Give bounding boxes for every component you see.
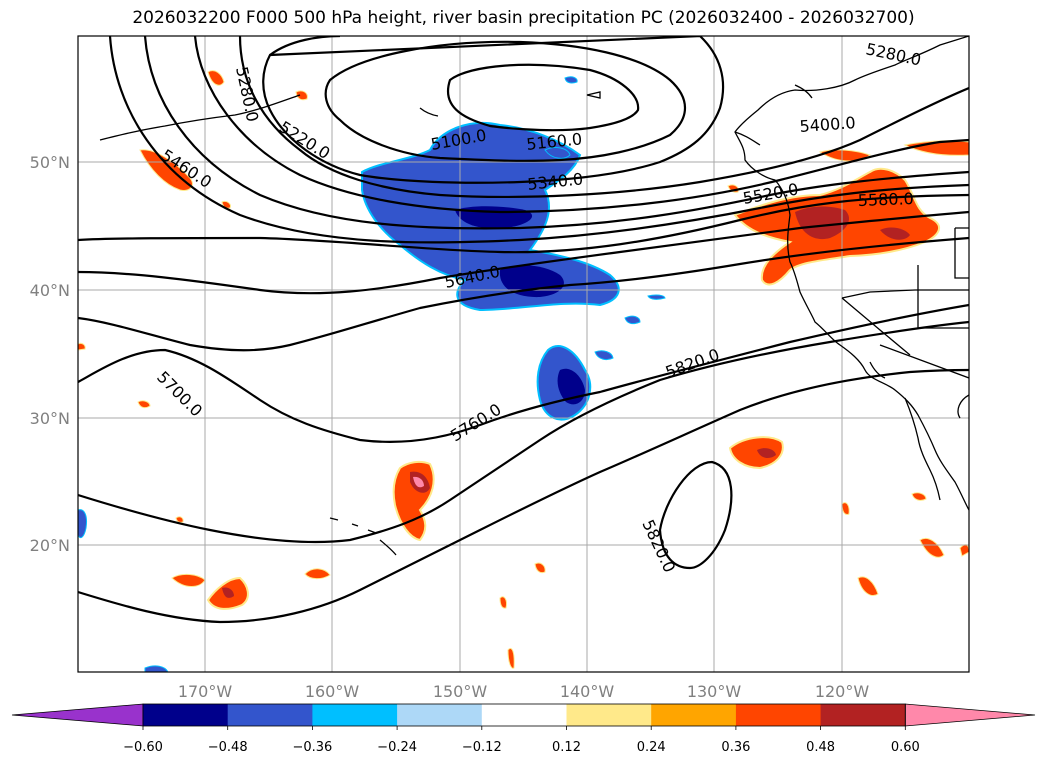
colorbar-segment <box>566 704 652 726</box>
colorbar-tick-label: −0.48 <box>208 740 248 755</box>
colorbar-tick-label: −0.36 <box>292 740 332 755</box>
lat-label-40n: 40°N <box>30 281 70 300</box>
lon-label-140w: 140°W <box>560 682 615 701</box>
colorbar-tick-label: 0.12 <box>552 740 581 755</box>
lon-label-120w: 120°W <box>815 682 870 701</box>
negative-precip-area <box>78 76 666 672</box>
lat-label-50n: 50°N <box>30 153 70 172</box>
colorbar-segment <box>820 704 906 726</box>
colorbar-segment <box>312 704 398 726</box>
lat-label-20n: 20°N <box>30 536 70 555</box>
height-contours <box>78 36 969 624</box>
colorbar-tick-label: 0.24 <box>637 740 666 755</box>
colorbar-tick-label: −0.60 <box>123 740 163 755</box>
lat-label-30n: 30°N <box>30 409 70 428</box>
gridlines <box>78 36 969 672</box>
colorbar-segment <box>227 704 313 726</box>
latitude-labels: 50°N 40°N 30°N 20°N <box>30 153 70 555</box>
contour-label: 5580.0 <box>857 189 914 210</box>
lon-label-130w: 130°W <box>687 682 742 701</box>
colorbar-extend-low <box>11 703 144 727</box>
colorbar-tick-label: 0.60 <box>891 740 920 755</box>
colorbar-outline <box>142 703 906 727</box>
colorbar-tick-label: −0.12 <box>462 740 502 755</box>
colorbar-segment <box>397 704 483 726</box>
lon-label-150w: 150°W <box>433 682 488 701</box>
map-title: 2026032200 F000 500 hPa height, river ba… <box>132 8 915 28</box>
lon-label-170w: 170°W <box>178 682 233 701</box>
colorbar-segment <box>143 704 229 726</box>
lon-label-160w: 160°W <box>305 682 360 701</box>
colorbar-segment <box>651 704 737 726</box>
coastlines <box>99 36 969 556</box>
colorbar-segment <box>735 704 822 726</box>
colorbar-tick-label: −0.24 <box>377 740 417 755</box>
colorbar-tick-label: 0.36 <box>721 740 750 755</box>
contour-label: 5400.0 <box>799 113 856 136</box>
map-frame <box>77 35 970 673</box>
colorbar-segment <box>481 704 567 726</box>
colorbar-extend-high <box>904 703 1036 727</box>
longitude-labels: 170°W 160°W 150°W 140°W 130°W 120°W <box>178 682 870 701</box>
colorbar-tick-label: 0.48 <box>806 740 835 755</box>
colorbar: −0.60 −0.48 −0.36 −0.24 −0.12 0.12 0.24 0.36 0.4… <box>11 703 1036 755</box>
